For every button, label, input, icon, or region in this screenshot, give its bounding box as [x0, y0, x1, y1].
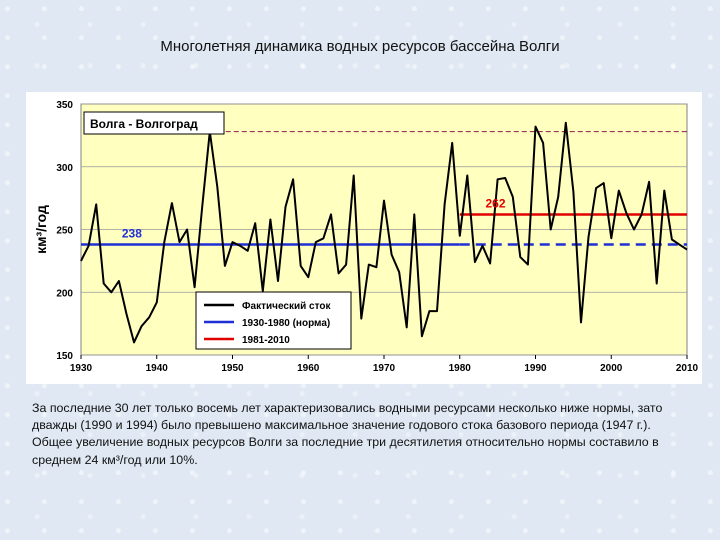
legend-label: Фактический сток	[242, 301, 331, 312]
x-tick-label: 1950	[221, 363, 244, 374]
legend-label: 1981-2010	[242, 335, 290, 346]
line-chart: 150 200 250 300 350 1930 1940 1950 1960 1970 1980 1…	[33, 100, 699, 374]
chart-title-box	[83, 111, 225, 135]
x-tick-label: 2010	[676, 363, 699, 374]
caption-paragraph-2: Общее увеличение водных ресурсов Волги з…	[32, 435, 659, 467]
y-tick-label: 300	[56, 163, 73, 174]
y-axis-label: км³/год	[33, 205, 49, 254]
x-tick-label: 1930	[70, 363, 93, 374]
page-title: Многолетняя динамика водных ресурсов бас…	[160, 38, 560, 55]
caption-text: За последние 30 лет только восемь лет ха…	[32, 400, 692, 469]
legend-label: 1930-1980 (норма)	[242, 318, 330, 329]
y-tick-label: 150	[56, 351, 73, 362]
norm-value-label: 238	[122, 227, 142, 241]
x-tick-label: 1980	[449, 363, 472, 374]
x-tick-label: 1970	[373, 363, 396, 374]
x-tick-label: 2000	[600, 363, 623, 374]
chart-title: Волга - Волгоград	[90, 117, 198, 131]
y-tick-label: 200	[56, 288, 73, 299]
recent-value-label: 262	[485, 196, 505, 210]
x-tick-label: 1990	[524, 363, 547, 374]
caption-paragraph-1: За последние 30 лет только восемь лет ха…	[32, 401, 663, 433]
x-tick-label: 1960	[297, 363, 320, 374]
actual-runoff-line	[80, 121, 688, 344]
chart-container: 150 200 250 300 350 1930 1940 1950 1960 1970 1980 1…	[26, 92, 702, 384]
y-tick-label: 350	[56, 100, 73, 111]
y-tick-label: 250	[56, 226, 73, 237]
x-tick-label: 1940	[146, 363, 169, 374]
